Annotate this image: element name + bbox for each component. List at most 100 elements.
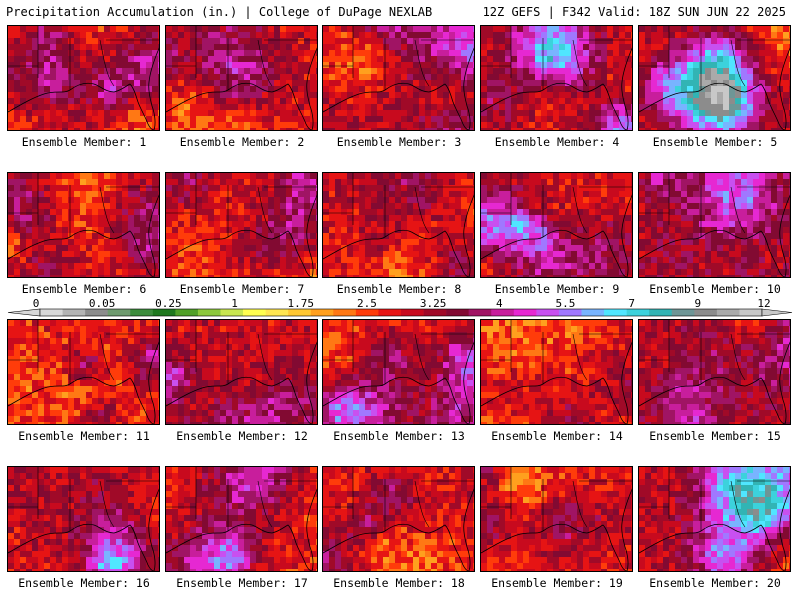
precip-cell (657, 38, 664, 45)
precip-cell (559, 26, 566, 33)
precip-cell (717, 173, 724, 180)
precip-cell (607, 203, 614, 210)
precip-cell (196, 221, 203, 228)
precip-cell (783, 44, 790, 51)
precip-cell (395, 173, 402, 180)
precip-cell (493, 110, 500, 117)
precip-cell (128, 245, 135, 252)
precipitation-field (481, 26, 632, 130)
precip-cell (86, 185, 93, 192)
precip-cell (467, 233, 474, 240)
precip-cell (687, 209, 694, 216)
precip-cell (262, 269, 269, 276)
coastline (481, 47, 632, 130)
precip-cell (26, 233, 33, 240)
precipitation-field (323, 173, 474, 277)
precip-cell (92, 332, 99, 339)
precip-cell (214, 251, 221, 258)
precip-cell (226, 245, 233, 252)
precip-cell (431, 191, 438, 198)
precip-cell (601, 62, 608, 69)
precip-cell (771, 173, 778, 180)
precip-cell (298, 104, 305, 111)
precip-cell (62, 269, 69, 276)
precip-cell (681, 86, 688, 93)
precip-cell (449, 68, 456, 75)
precip-cell (44, 38, 51, 45)
precip-cell (298, 86, 305, 93)
precip-cell (765, 221, 772, 228)
precip-cell (675, 221, 682, 228)
precip-cell (407, 68, 414, 75)
precip-cell (68, 203, 75, 210)
precip-cell (98, 368, 105, 375)
precip-cell (116, 251, 123, 258)
precip-cell (631, 80, 632, 87)
precip-cell (645, 191, 652, 198)
precip-cell (68, 92, 75, 99)
precip-cell (607, 98, 614, 105)
precip-cell (607, 269, 614, 276)
precip-cell (443, 239, 450, 246)
precip-cell (359, 263, 366, 270)
precip-cell (765, 56, 772, 63)
precip-cell (383, 227, 390, 234)
precip-cell (559, 221, 566, 228)
precip-cell (771, 215, 778, 222)
precip-cell (158, 122, 159, 129)
precip-cell (298, 221, 305, 228)
precip-cell (559, 86, 566, 93)
precip-cell (639, 62, 646, 69)
precip-cell (134, 215, 141, 222)
precip-cell (789, 257, 790, 264)
precip-cell (116, 98, 123, 105)
precip-cell (353, 122, 360, 129)
precip-cell (353, 221, 360, 228)
precip-cell (214, 227, 221, 234)
precip-cell (214, 191, 221, 198)
precip-cell (341, 80, 348, 87)
precip-cell (208, 227, 215, 234)
precip-cell (56, 221, 63, 228)
precip-cell (547, 185, 554, 192)
precip-cell (256, 80, 263, 87)
precip-cell (365, 116, 372, 123)
precip-cell (98, 221, 105, 228)
precip-cell (190, 32, 197, 39)
precip-cell (553, 209, 560, 216)
precip-cell (753, 179, 760, 186)
precip-cell (639, 56, 646, 63)
precip-cell (395, 239, 402, 246)
precip-cell (50, 86, 57, 93)
precip-cell (613, 38, 620, 45)
precip-cell (335, 86, 342, 93)
precip-cell (481, 98, 488, 105)
precip-cell (128, 104, 135, 111)
precip-cell (419, 38, 426, 45)
precip-cell (196, 32, 203, 39)
precip-cell (431, 44, 438, 51)
precip-cell (158, 350, 159, 357)
precip-cell (268, 185, 275, 192)
precip-cell (765, 191, 772, 198)
precip-cell (286, 257, 293, 264)
precip-cell (693, 251, 700, 258)
precip-cell (280, 104, 287, 111)
precip-cell (669, 80, 676, 87)
precip-cell (777, 62, 784, 69)
precip-cell (437, 191, 444, 198)
precip-cell (771, 269, 778, 276)
precip-cell (178, 221, 185, 228)
precip-cell (62, 209, 69, 216)
precip-cell (413, 104, 420, 111)
precip-cell (607, 197, 614, 204)
precip-cell (681, 56, 688, 63)
precip-cell (425, 239, 432, 246)
precip-cell (44, 332, 51, 339)
precip-cell (577, 74, 584, 81)
precip-cell (172, 185, 179, 192)
precip-cell (134, 104, 141, 111)
precip-cell (190, 116, 197, 123)
precip-cell (140, 116, 147, 123)
precip-cell (56, 56, 63, 63)
